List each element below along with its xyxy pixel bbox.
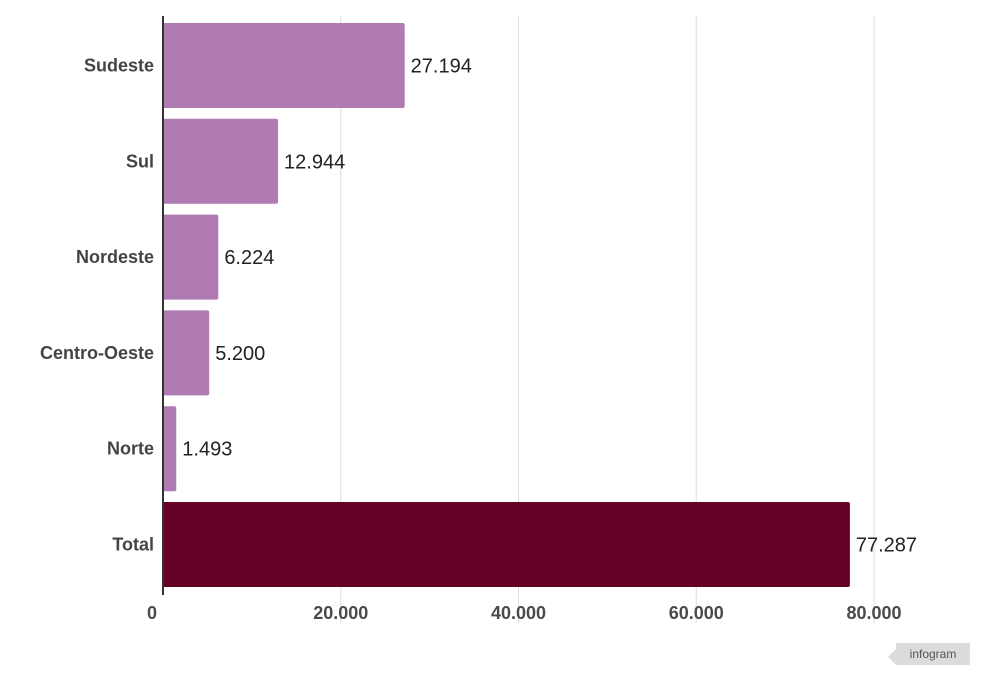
- bar[interactable]: [163, 502, 850, 587]
- bar[interactable]: [163, 214, 219, 300]
- category-label: Nordeste: [76, 247, 154, 267]
- bars: [163, 23, 850, 587]
- x-tick-label: 40.000: [491, 603, 546, 623]
- x-tick-labels: 0 20.000 40.000 60.000 80.000: [147, 603, 902, 623]
- data-label: 77.287: [856, 535, 917, 557]
- data-label: 6.224: [224, 247, 274, 269]
- bar[interactable]: [163, 23, 405, 108]
- x-tick-label: 80.000: [846, 603, 901, 623]
- bar[interactable]: [163, 406, 177, 492]
- category-label: Norte: [107, 439, 154, 459]
- x-tick-label: 60.000: [669, 603, 724, 623]
- x-tick-label: 20.000: [313, 603, 368, 623]
- category-label: Centro-Oeste: [40, 343, 154, 363]
- category-label: Sul: [126, 151, 154, 171]
- infogram-watermark[interactable]: infogram: [888, 643, 970, 665]
- data-labels: 27.194 12.944 6.224 5.200 1.493 77.287: [182, 56, 917, 557]
- x-tick-label: 0: [147, 603, 157, 623]
- bar[interactable]: [163, 118, 279, 204]
- data-label: 1.493: [182, 439, 232, 461]
- data-label: 12.944: [284, 151, 345, 173]
- category-label: Sudeste: [84, 56, 154, 76]
- data-label: 5.200: [215, 343, 265, 365]
- data-label: 27.194: [411, 56, 472, 78]
- bar[interactable]: [163, 310, 210, 396]
- category-labels: Sudeste Sul Nordeste Centro-Oeste Norte Total: [40, 56, 154, 555]
- category-label: Total: [112, 535, 154, 555]
